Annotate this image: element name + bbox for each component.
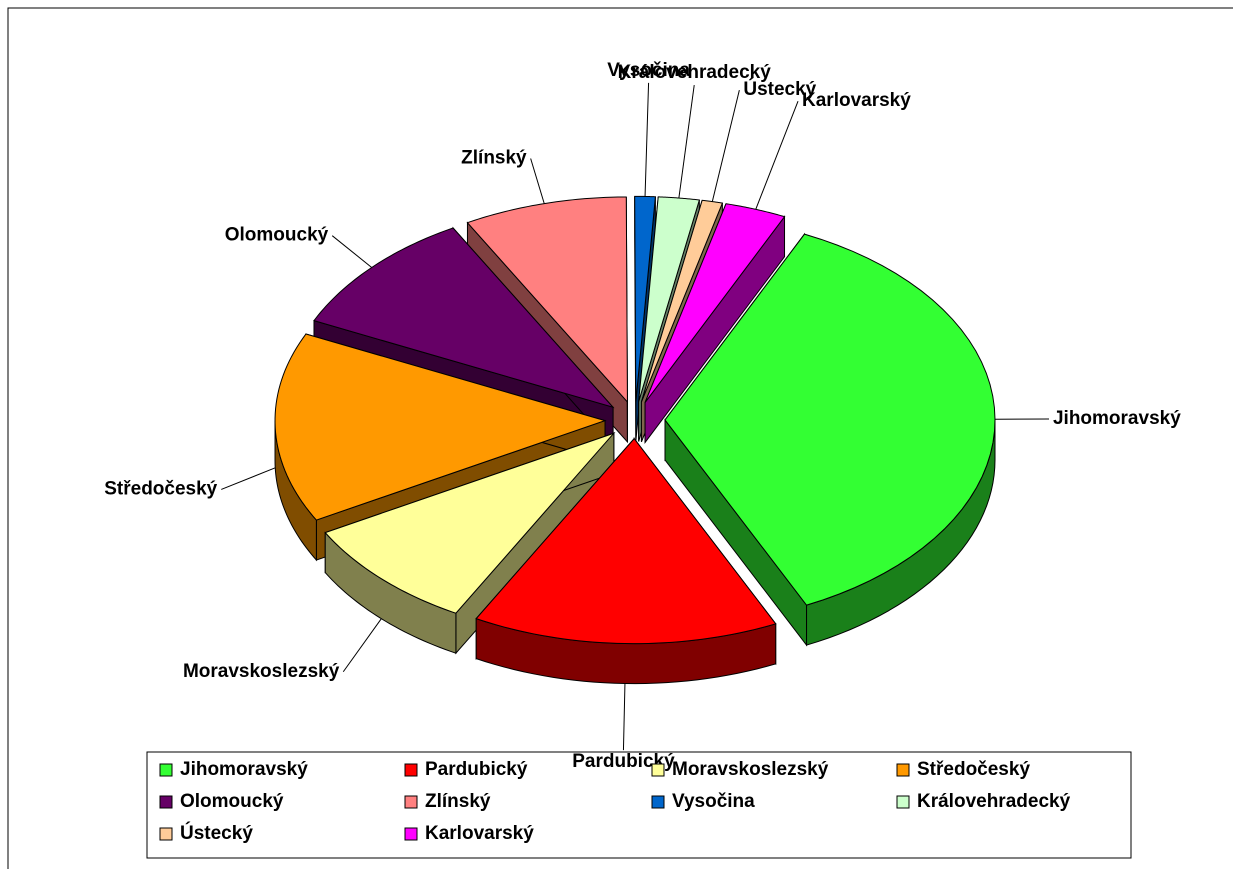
legend-swatch — [404, 795, 418, 809]
legend-swatch — [896, 795, 910, 809]
slice — [475, 437, 777, 685]
leader-line — [530, 158, 545, 204]
legend-swatch — [159, 795, 173, 809]
legend-swatch — [896, 763, 910, 777]
legend-swatch — [404, 827, 418, 841]
slice-top — [324, 432, 616, 614]
data-label: Pardubický — [572, 751, 675, 772]
legend-label: Olomoucký — [180, 791, 284, 812]
legend-label: Zlínský — [425, 791, 491, 812]
data-label: Královehradecký — [618, 62, 772, 83]
data-label: Jihomoravský — [1053, 408, 1181, 429]
data-label: Zlínský — [461, 147, 527, 168]
slice-top — [475, 437, 777, 645]
data-label: Ústecký — [743, 78, 816, 100]
data-label: Karlovarský — [802, 90, 911, 111]
legend-label: Středočeský — [917, 759, 1030, 780]
slice-top — [274, 333, 607, 521]
leader-line — [755, 100, 799, 210]
leader-line — [678, 85, 695, 199]
data-label: Vysočina — [607, 60, 690, 81]
legend-swatch — [651, 795, 665, 809]
frame — [7, 7, 1233, 869]
legend-swatch — [159, 827, 173, 841]
legend-swatch — [404, 763, 418, 777]
leader-line — [644, 82, 650, 197]
leader-line — [711, 90, 740, 202]
leader-line — [221, 467, 276, 490]
data-label: Olomoucký — [225, 225, 329, 246]
leader-line — [342, 618, 382, 673]
slice — [644, 203, 786, 444]
slice — [664, 232, 996, 647]
data-label: Moravskoslezský — [183, 661, 340, 682]
legend-label: Moravskoslezský — [672, 759, 829, 780]
legend-label: Jihomoravský — [180, 759, 308, 780]
legend-label: Karlovarský — [425, 823, 534, 844]
leader-line — [622, 683, 626, 751]
legend-label: Královehradecký — [917, 791, 1071, 812]
legend-label: Vysočina — [672, 791, 755, 812]
legend-swatch — [651, 763, 665, 777]
leader-line — [331, 235, 373, 268]
legend-label: Pardubický — [425, 759, 528, 780]
data-label: Středočeský — [104, 478, 217, 499]
legend-swatch — [159, 763, 173, 777]
legend-label: Ústecký — [180, 822, 253, 844]
legend-box — [146, 751, 1132, 859]
